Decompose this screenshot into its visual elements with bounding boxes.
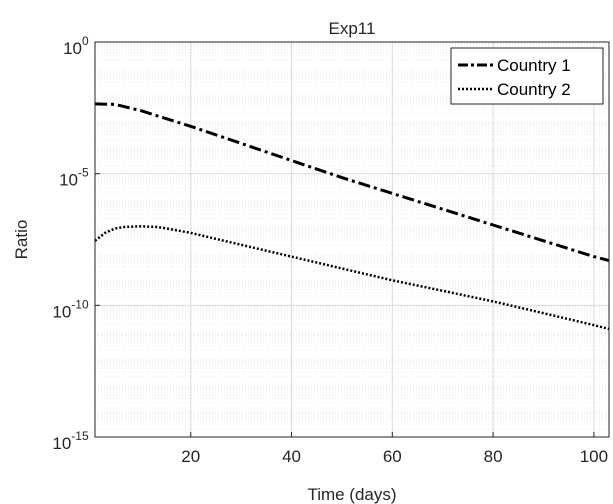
x-tick-label: 60 xyxy=(383,447,402,466)
chart-title: Exp11 xyxy=(329,19,376,38)
y-tick-label: 10-10 xyxy=(52,297,89,321)
x-tick-label: 100 xyxy=(580,447,608,466)
x-tick-label: 80 xyxy=(484,447,503,466)
series-layer xyxy=(94,102,610,331)
tick-labels: 20 40 60 80 100 100 10-5 10-10 10-15 xyxy=(52,34,608,466)
legend-label: Country 1 xyxy=(497,56,571,75)
y-tick-label: 10-15 xyxy=(52,429,89,453)
legend: Country 1 Country 2 xyxy=(450,47,604,105)
tick-marks xyxy=(95,41,595,438)
series-line-country-1 xyxy=(94,102,610,263)
plot-area xyxy=(94,41,610,438)
y-tick-label: 100 xyxy=(63,34,89,58)
x-axis-label: Time (days) xyxy=(307,485,396,504)
x-tick-label: 20 xyxy=(181,447,200,466)
y-axis-label: Ratio xyxy=(12,220,31,260)
legend-label: Country 2 xyxy=(497,80,571,99)
legend-box xyxy=(450,47,604,105)
x-tick-label: 40 xyxy=(282,447,301,466)
y-tick-label: 10-5 xyxy=(59,166,89,190)
